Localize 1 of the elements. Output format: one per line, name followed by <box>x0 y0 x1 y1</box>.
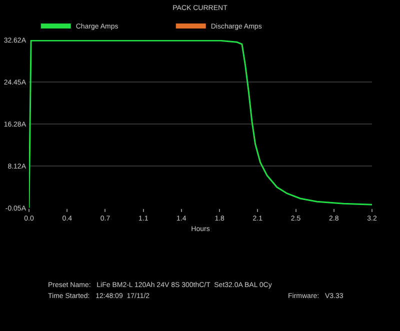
line-series <box>29 40 372 208</box>
